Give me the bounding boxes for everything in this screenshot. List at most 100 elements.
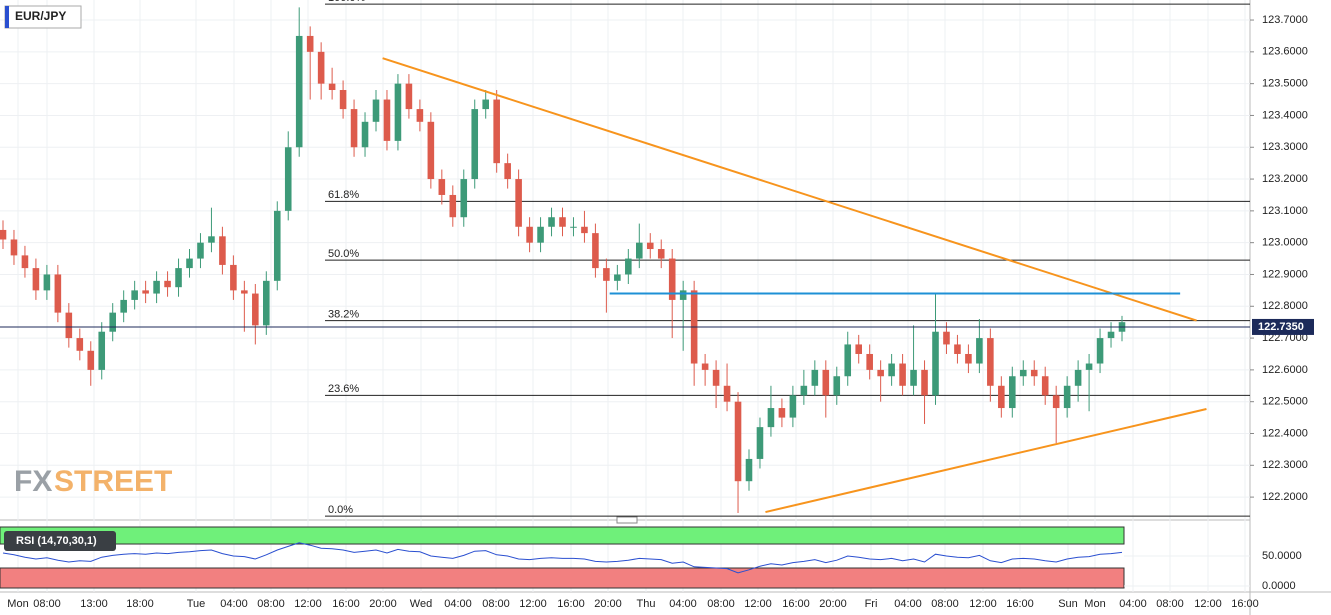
rsi-overbought-zone xyxy=(0,526,1125,545)
candle-body xyxy=(1052,395,1060,409)
candle-body xyxy=(241,290,248,294)
x-tick-label: 13:00 xyxy=(80,598,108,610)
candle-body xyxy=(263,280,270,326)
candle-body xyxy=(0,229,7,240)
y-tick-label: 123.6000 xyxy=(1262,46,1308,58)
candle-body xyxy=(998,385,1005,409)
rsi-oversold-zone xyxy=(0,567,1125,589)
candle-body xyxy=(1107,331,1115,339)
candle-body xyxy=(175,268,182,288)
candle-body xyxy=(1019,369,1027,377)
rsi-tick-label: 0.0000 xyxy=(1262,580,1296,592)
candle-body xyxy=(811,369,819,386)
candle-body xyxy=(877,369,884,377)
candle-body xyxy=(987,338,994,386)
x-tick-label: 12:00 xyxy=(519,598,547,610)
candle-body xyxy=(449,194,457,218)
fib-label: 23.6% xyxy=(328,383,359,395)
candle-body xyxy=(350,109,358,148)
x-tick-label: 08:00 xyxy=(257,598,285,610)
y-tick-label: 122.7000 xyxy=(1262,332,1308,344)
x-tick-label: Sun xyxy=(1058,598,1078,610)
candle-body xyxy=(142,290,149,294)
candle-body xyxy=(219,236,226,265)
resize-handle[interactable] xyxy=(616,516,638,524)
candle-body xyxy=(284,147,292,211)
candle-body xyxy=(888,363,895,377)
x-tick-label: 16:00 xyxy=(557,598,585,610)
candle-body xyxy=(164,280,171,288)
candle-body xyxy=(394,83,402,141)
x-tick-label: Mon xyxy=(7,598,28,610)
candle-body xyxy=(32,268,40,291)
candle-body xyxy=(186,258,193,269)
x-tick-label: 12:00 xyxy=(744,598,772,610)
candle-body xyxy=(932,331,939,396)
candle-body xyxy=(592,233,599,269)
candle-body xyxy=(416,109,424,122)
x-tick-label: 20:00 xyxy=(594,598,622,610)
candle-body xyxy=(120,299,127,313)
x-tick-label: 20:00 xyxy=(369,598,397,610)
candle-body xyxy=(921,369,928,396)
candle-body xyxy=(778,408,786,418)
candle-body xyxy=(581,226,588,234)
rsi-tick-label: 50.0000 xyxy=(1262,550,1302,562)
y-tick-label: 122.9000 xyxy=(1262,268,1308,280)
y-tick-label: 123.4000 xyxy=(1262,109,1308,121)
fib-label: 50.0% xyxy=(328,248,359,260)
candle-body xyxy=(76,338,84,351)
candle-body xyxy=(1041,376,1049,396)
candle-body xyxy=(657,249,665,259)
candle-body xyxy=(548,217,555,227)
candle-body xyxy=(306,35,314,52)
candle-body xyxy=(43,274,51,291)
candle-body xyxy=(1096,338,1104,364)
y-tick-label: 123.3000 xyxy=(1262,141,1308,153)
rsi-line xyxy=(2,542,1123,574)
candle-body xyxy=(614,274,621,281)
candle-body xyxy=(328,83,336,91)
candle-body xyxy=(504,163,511,180)
x-tick-label: Fri xyxy=(865,598,878,610)
fib-label: 100.0% xyxy=(328,0,366,4)
symbol: EUR/JPY xyxy=(15,9,66,23)
fib-label: 38.2% xyxy=(328,308,359,320)
candle-body xyxy=(65,312,73,339)
trendline xyxy=(765,408,1207,514)
candle-body xyxy=(559,217,566,227)
candle-body xyxy=(570,226,577,228)
candle-body xyxy=(482,99,489,110)
candle-body xyxy=(679,290,687,300)
candle-body xyxy=(339,90,347,110)
x-tick-label: 04:00 xyxy=(894,598,922,610)
symbol-marker xyxy=(5,6,9,28)
y-tick-label: 123.2000 xyxy=(1262,173,1308,185)
x-tick-label: 04:00 xyxy=(444,598,472,610)
candle-body xyxy=(1074,369,1082,386)
fib-label: 0.0% xyxy=(328,504,353,516)
candle-body xyxy=(372,99,380,122)
candle-body xyxy=(460,179,468,218)
candle-body xyxy=(10,239,18,256)
x-tick-label: 08:00 xyxy=(931,598,959,610)
x-tick-label: 12:00 xyxy=(969,598,997,610)
candle-body xyxy=(361,121,369,148)
x-tick-label: 12:00 xyxy=(294,598,322,610)
x-tick-label: 16:00 xyxy=(1006,598,1034,610)
candle-body xyxy=(438,179,446,195)
candle-body xyxy=(98,331,106,370)
rsi-label: RSI (14,70,30,1) xyxy=(16,535,97,547)
last-price-label: 122.7350 xyxy=(1258,321,1304,333)
candle-body xyxy=(756,427,764,459)
fib-label: 61.8% xyxy=(328,189,359,201)
watermark-street: STREET xyxy=(54,465,172,498)
y-tick-label: 122.2000 xyxy=(1262,491,1308,503)
candle-body xyxy=(1085,363,1093,370)
y-tick-label: 122.3000 xyxy=(1262,459,1308,471)
candle-body xyxy=(822,369,830,396)
candle-body xyxy=(712,369,720,386)
y-tick-label: 122.4000 xyxy=(1262,427,1308,439)
rsi-label-box xyxy=(4,531,116,551)
